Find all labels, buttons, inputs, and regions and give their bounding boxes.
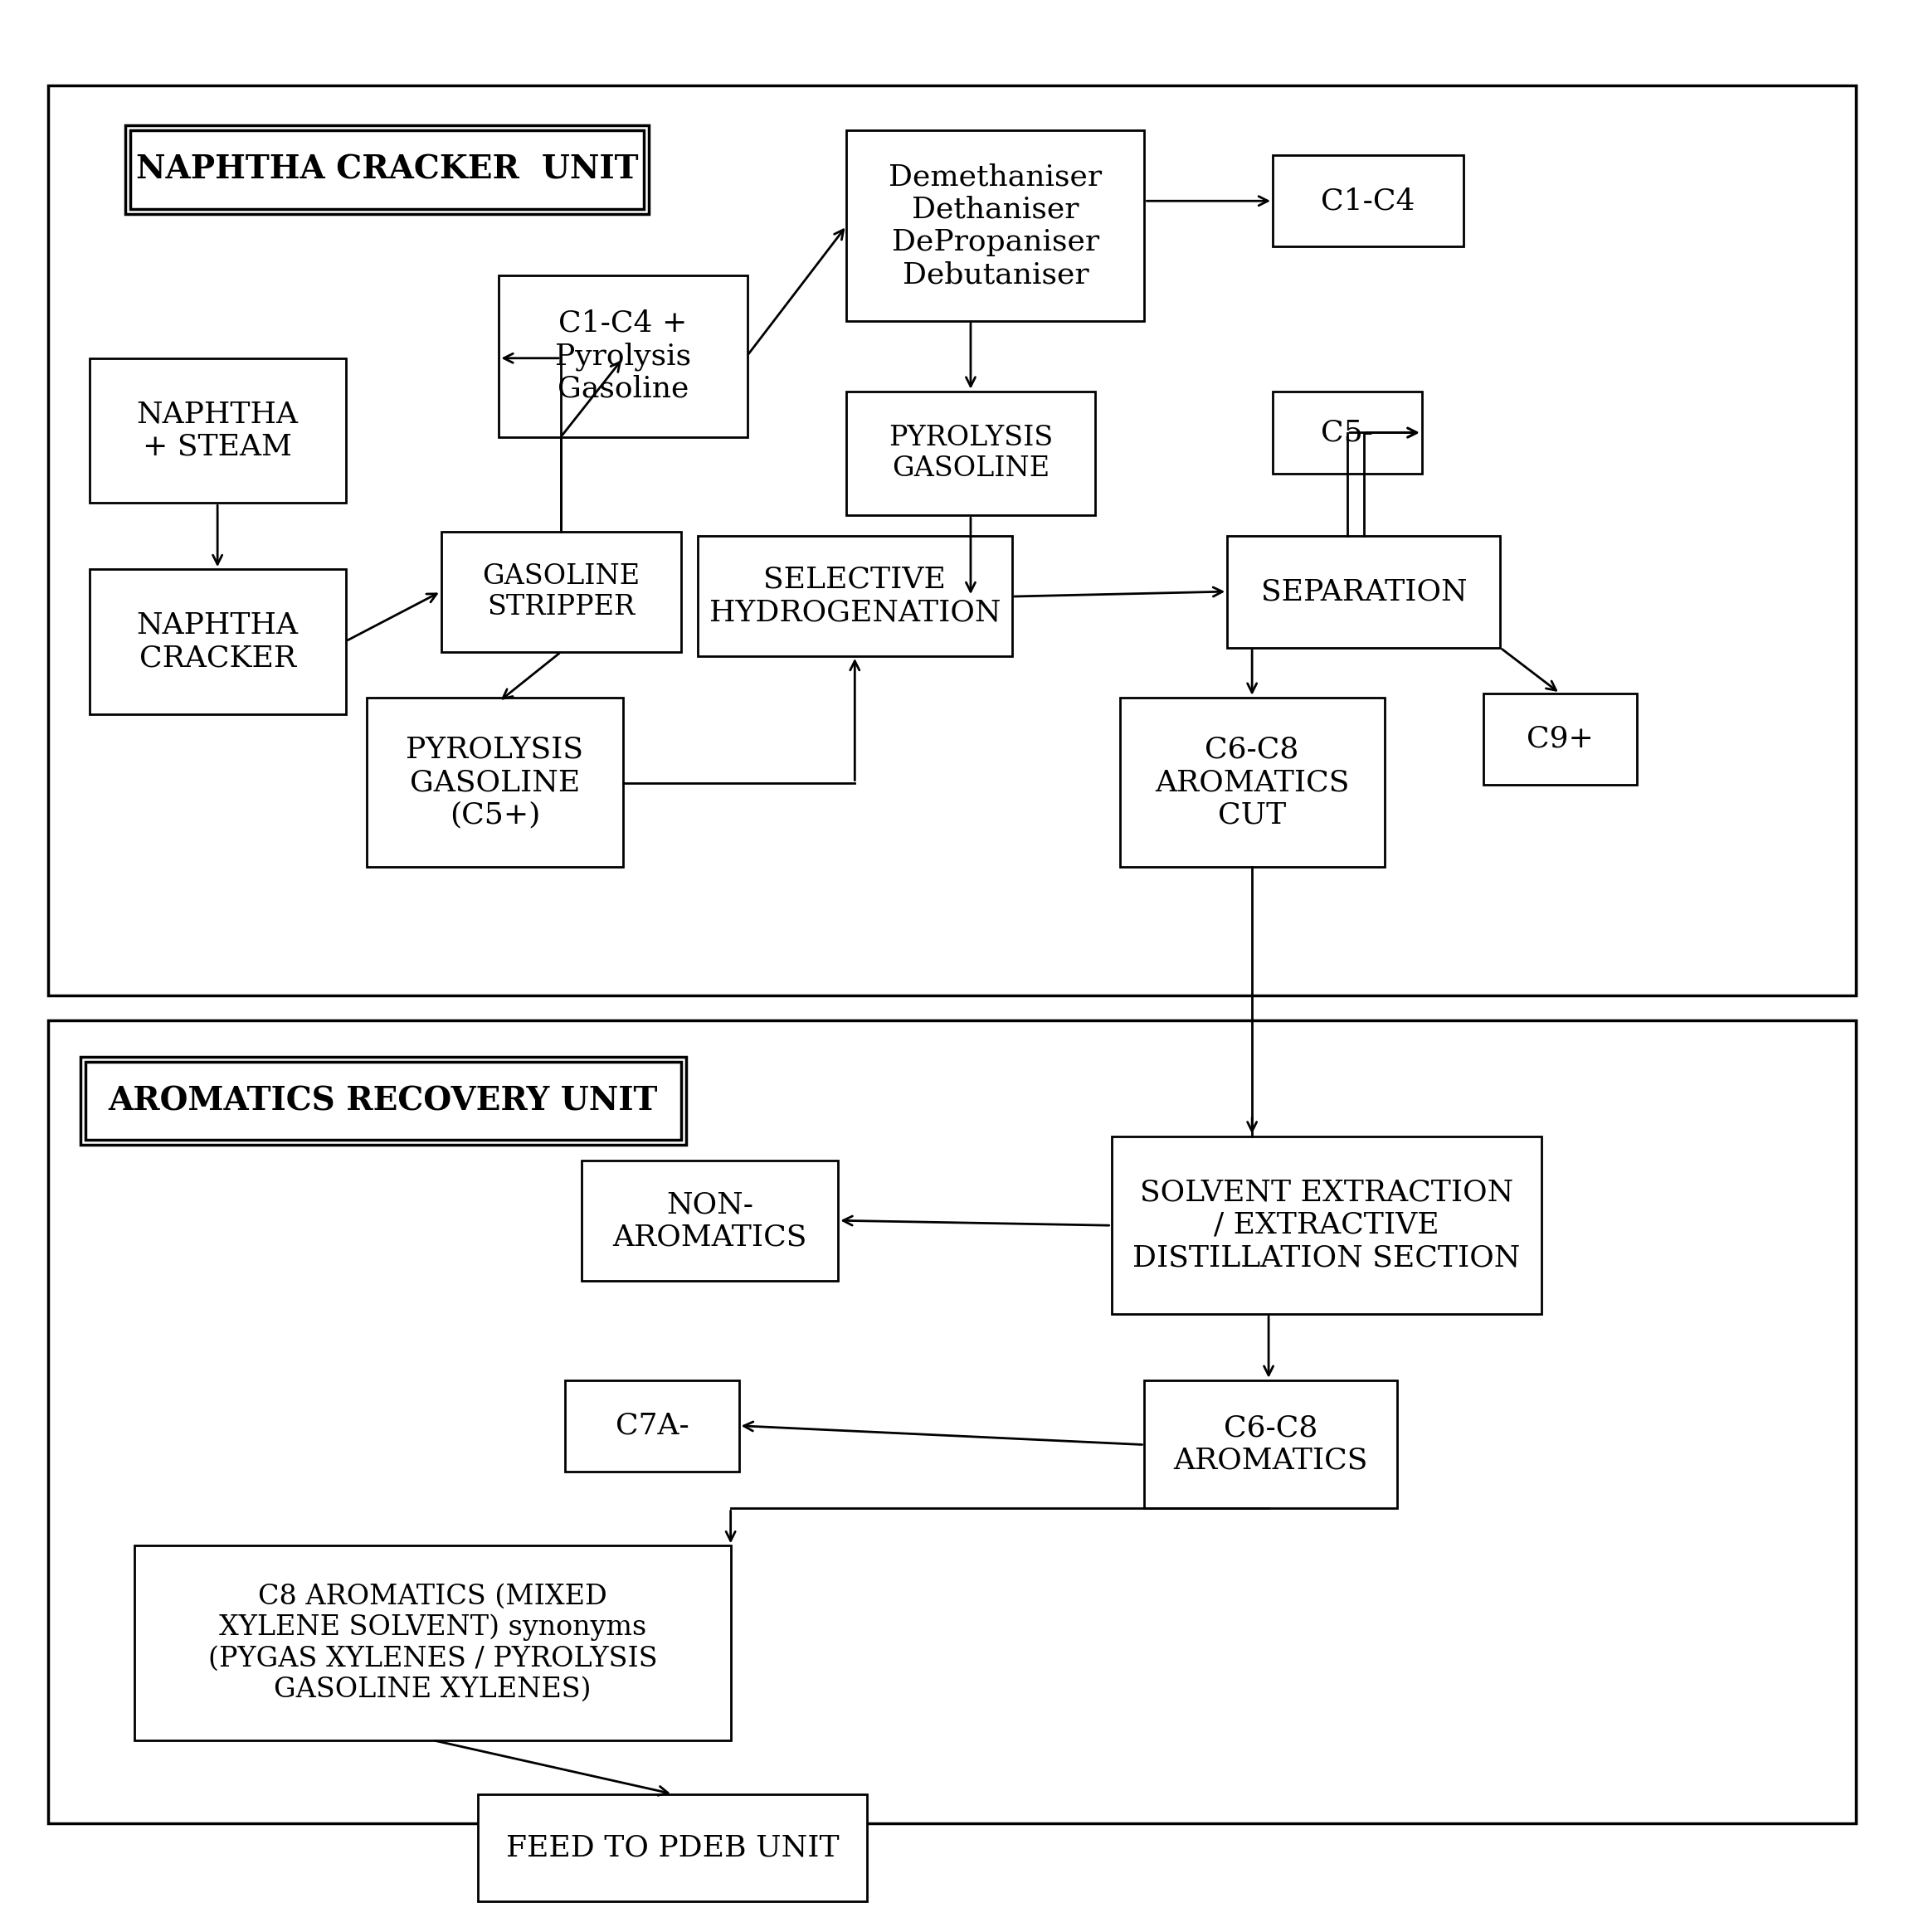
Bar xyxy=(1120,697,1384,867)
Bar xyxy=(366,697,624,867)
Text: Demethaniser
Dethaniser
DePropaniser
Debutaniser: Demethaniser Dethaniser DePropaniser Deb… xyxy=(888,162,1102,290)
Bar xyxy=(48,1020,1857,1824)
Text: C7A-: C7A- xyxy=(614,1412,689,1439)
Bar xyxy=(1112,1136,1543,1314)
Bar xyxy=(846,392,1095,516)
Bar xyxy=(84,1061,681,1140)
Bar xyxy=(90,357,346,502)
Bar xyxy=(1273,392,1422,473)
Bar xyxy=(80,1057,685,1146)
Bar xyxy=(478,1795,867,1901)
Text: SEPARATION: SEPARATION xyxy=(1261,578,1466,607)
Text: FEED TO PDEB UNIT: FEED TO PDEB UNIT xyxy=(505,1833,840,1862)
Bar xyxy=(48,85,1857,995)
Text: C6-C8
AROMATICS
CUT: C6-C8 AROMATICS CUT xyxy=(1154,736,1349,829)
Text: SELECTIVE
HYDROGENATION: SELECTIVE HYDROGENATION xyxy=(708,566,1001,626)
Text: PYROLYSIS
GASOLINE: PYROLYSIS GASOLINE xyxy=(888,425,1053,481)
Text: NON-
AROMATICS: NON- AROMATICS xyxy=(612,1190,808,1252)
Bar xyxy=(440,531,681,651)
Bar xyxy=(130,131,643,209)
Bar xyxy=(126,126,649,214)
Bar xyxy=(1483,694,1636,784)
Text: SOLVENT EXTRACTION
/ EXTRACTIVE
DISTILLATION SECTION: SOLVENT EXTRACTION / EXTRACTIVE DISTILLA… xyxy=(1133,1179,1520,1271)
Bar xyxy=(500,276,746,437)
Text: AROMATICS RECOVERY UNIT: AROMATICS RECOVERY UNIT xyxy=(109,1086,658,1117)
Bar xyxy=(134,1546,731,1741)
Text: C1-C4 +
Pyrolysis
Gasoline: C1-C4 + Pyrolysis Gasoline xyxy=(555,309,691,404)
Text: C5-: C5- xyxy=(1321,419,1374,446)
Bar xyxy=(846,131,1145,321)
Bar xyxy=(582,1161,838,1281)
Text: C9+: C9+ xyxy=(1527,724,1594,753)
Text: C8 AROMATICS (MIXED
XYLENE SOLVENT) synonyms
(PYGAS XYLENES / PYROLYSIS
GASOLINE: C8 AROMATICS (MIXED XYLENE SOLVENT) syno… xyxy=(209,1584,657,1702)
Bar xyxy=(697,535,1013,657)
Bar xyxy=(1227,535,1501,647)
Text: PYROLYSIS
GASOLINE
(C5+): PYROLYSIS GASOLINE (C5+) xyxy=(406,736,584,829)
Text: NAPHTHA
CRACKER: NAPHTHA CRACKER xyxy=(136,611,299,672)
Bar xyxy=(565,1379,739,1470)
Text: C6-C8
AROMATICS: C6-C8 AROMATICS xyxy=(1173,1414,1369,1474)
Bar xyxy=(1145,1379,1397,1509)
Text: NAPHTHA
+ STEAM: NAPHTHA + STEAM xyxy=(136,400,299,462)
Text: GASOLINE
STRIPPER: GASOLINE STRIPPER xyxy=(482,564,639,620)
Text: NAPHTHA CRACKER  UNIT: NAPHTHA CRACKER UNIT xyxy=(136,155,639,185)
Text: C1-C4: C1-C4 xyxy=(1321,187,1414,214)
Bar xyxy=(90,570,346,715)
Bar xyxy=(1273,155,1462,247)
